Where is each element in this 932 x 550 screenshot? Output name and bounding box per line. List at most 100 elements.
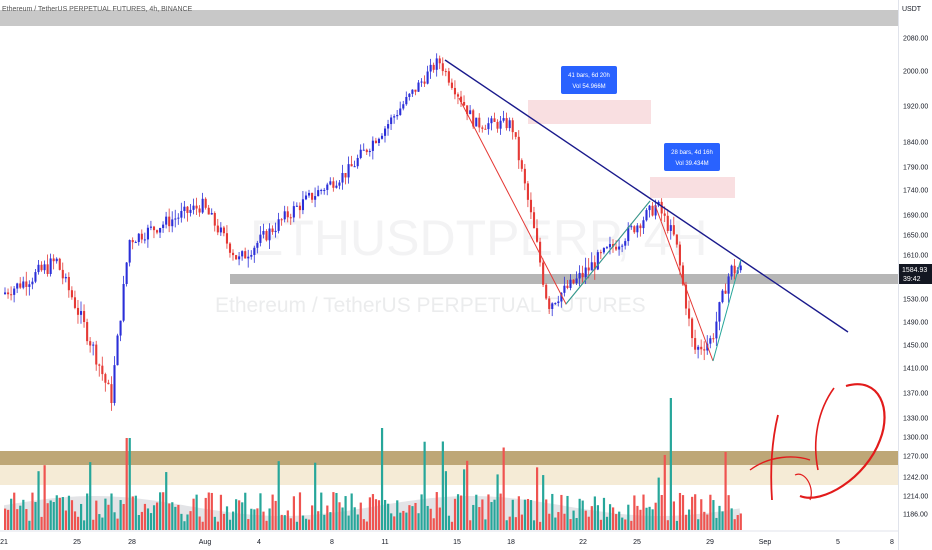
volume-bar	[651, 509, 654, 530]
volume-bar	[301, 515, 305, 530]
measure-2-vol: Vol 39.434M	[675, 161, 708, 167]
candle-body	[323, 189, 326, 191]
candle-body	[478, 117, 481, 128]
candle-body	[621, 245, 624, 247]
volume-bar	[374, 499, 378, 530]
volume-bar	[253, 509, 256, 530]
candle-body	[660, 201, 663, 214]
candle-body	[271, 228, 274, 233]
volume-bar	[256, 508, 259, 530]
volume-bar	[502, 447, 505, 530]
candle-body	[417, 82, 420, 92]
candle-body	[292, 206, 295, 218]
volume-bar	[733, 519, 736, 530]
price-tick-label: 1840.00	[903, 140, 928, 147]
candle-body	[438, 58, 441, 64]
candle-body	[529, 199, 533, 213]
candle-body	[34, 272, 37, 282]
volume-bar	[304, 518, 308, 530]
candle-body	[490, 118, 493, 124]
time-tick-label: 8	[890, 539, 894, 546]
candle-body	[192, 205, 195, 210]
candle-body	[165, 216, 168, 225]
price-tick-label: 1186.00	[903, 512, 928, 519]
volume-bar	[216, 521, 219, 530]
volume-bar	[496, 474, 499, 530]
volume-bar	[739, 513, 742, 530]
candle-body	[335, 185, 338, 188]
volume-bar	[350, 493, 353, 530]
volume-bar	[581, 500, 584, 530]
volume-bar	[709, 494, 712, 530]
candle-body	[450, 82, 453, 88]
time-tick-label: 29	[706, 539, 714, 546]
volume-bar	[119, 500, 122, 530]
volume-bar	[244, 492, 247, 530]
volume-bar	[426, 505, 429, 530]
volume-bar	[453, 498, 457, 530]
time-tick-label: 4	[257, 539, 261, 546]
volume-bar	[225, 506, 229, 530]
candle-body	[718, 302, 721, 322]
volume-bar	[241, 502, 244, 530]
candlestick-series	[4, 53, 742, 411]
candle-body	[46, 264, 49, 274]
candle-body	[25, 281, 28, 287]
volume-bar	[466, 460, 469, 530]
volume-bar	[542, 475, 545, 530]
candle-body	[359, 149, 362, 158]
resistance-zone-lower	[650, 177, 735, 198]
volume-bar	[481, 499, 484, 530]
candle-body	[183, 206, 186, 211]
candle-body	[326, 184, 329, 190]
candle-body	[602, 248, 605, 253]
volume-bar	[356, 514, 359, 530]
volume-bar	[298, 492, 302, 530]
candle-body	[435, 58, 438, 70]
volume-bar	[344, 496, 347, 530]
volume-bar	[417, 513, 420, 530]
volume-bar	[22, 499, 25, 530]
volume-bar	[645, 507, 648, 530]
candle-body	[402, 104, 405, 109]
volume-bar	[43, 465, 46, 530]
candle-body	[344, 172, 347, 178]
candle-body	[374, 140, 377, 143]
volume-bar	[113, 512, 116, 530]
candle-body	[213, 213, 216, 226]
time-axis[interactable]: 21 25 28 Aug 4 8 11 15 18 22 25 29 Sep 5 8	[0, 530, 898, 546]
volume-bar	[633, 495, 636, 530]
volume-bar	[642, 494, 645, 530]
measure-1-bars: 41 bars, 6d 20h	[568, 73, 610, 79]
volume-bar	[34, 502, 37, 530]
volume-bar	[274, 500, 277, 530]
volume-bar	[493, 499, 496, 530]
candle-body	[666, 215, 669, 231]
volume-bar	[596, 505, 599, 530]
candle-body	[371, 140, 374, 151]
candle-body	[350, 164, 353, 167]
price-tick-label: 1300.00	[903, 435, 928, 442]
volume-bar	[475, 494, 478, 530]
volume-bar	[235, 499, 238, 530]
volume-bar	[64, 510, 67, 530]
volume-bar	[329, 512, 332, 530]
volume-bar	[332, 492, 335, 530]
price-tick-label: 1450.00	[903, 343, 928, 350]
volume-bar	[76, 516, 80, 530]
candle-body	[414, 89, 417, 92]
candle-body	[523, 168, 526, 184]
volume-bar	[612, 507, 615, 530]
candle-body	[551, 303, 554, 309]
volume-bar	[703, 511, 706, 530]
candle-body	[156, 230, 159, 233]
price-countdown: 39:42	[903, 276, 921, 283]
candle-body	[456, 94, 460, 97]
candle-body	[140, 233, 143, 240]
candle-body	[89, 341, 92, 346]
candle-body	[590, 262, 593, 271]
price-axis[interactable]: 2080.00 2000.00 1920.00 1840.00 1790.00 1740.…	[898, 0, 929, 550]
candle-body	[484, 128, 487, 130]
candle-body	[654, 205, 657, 216]
